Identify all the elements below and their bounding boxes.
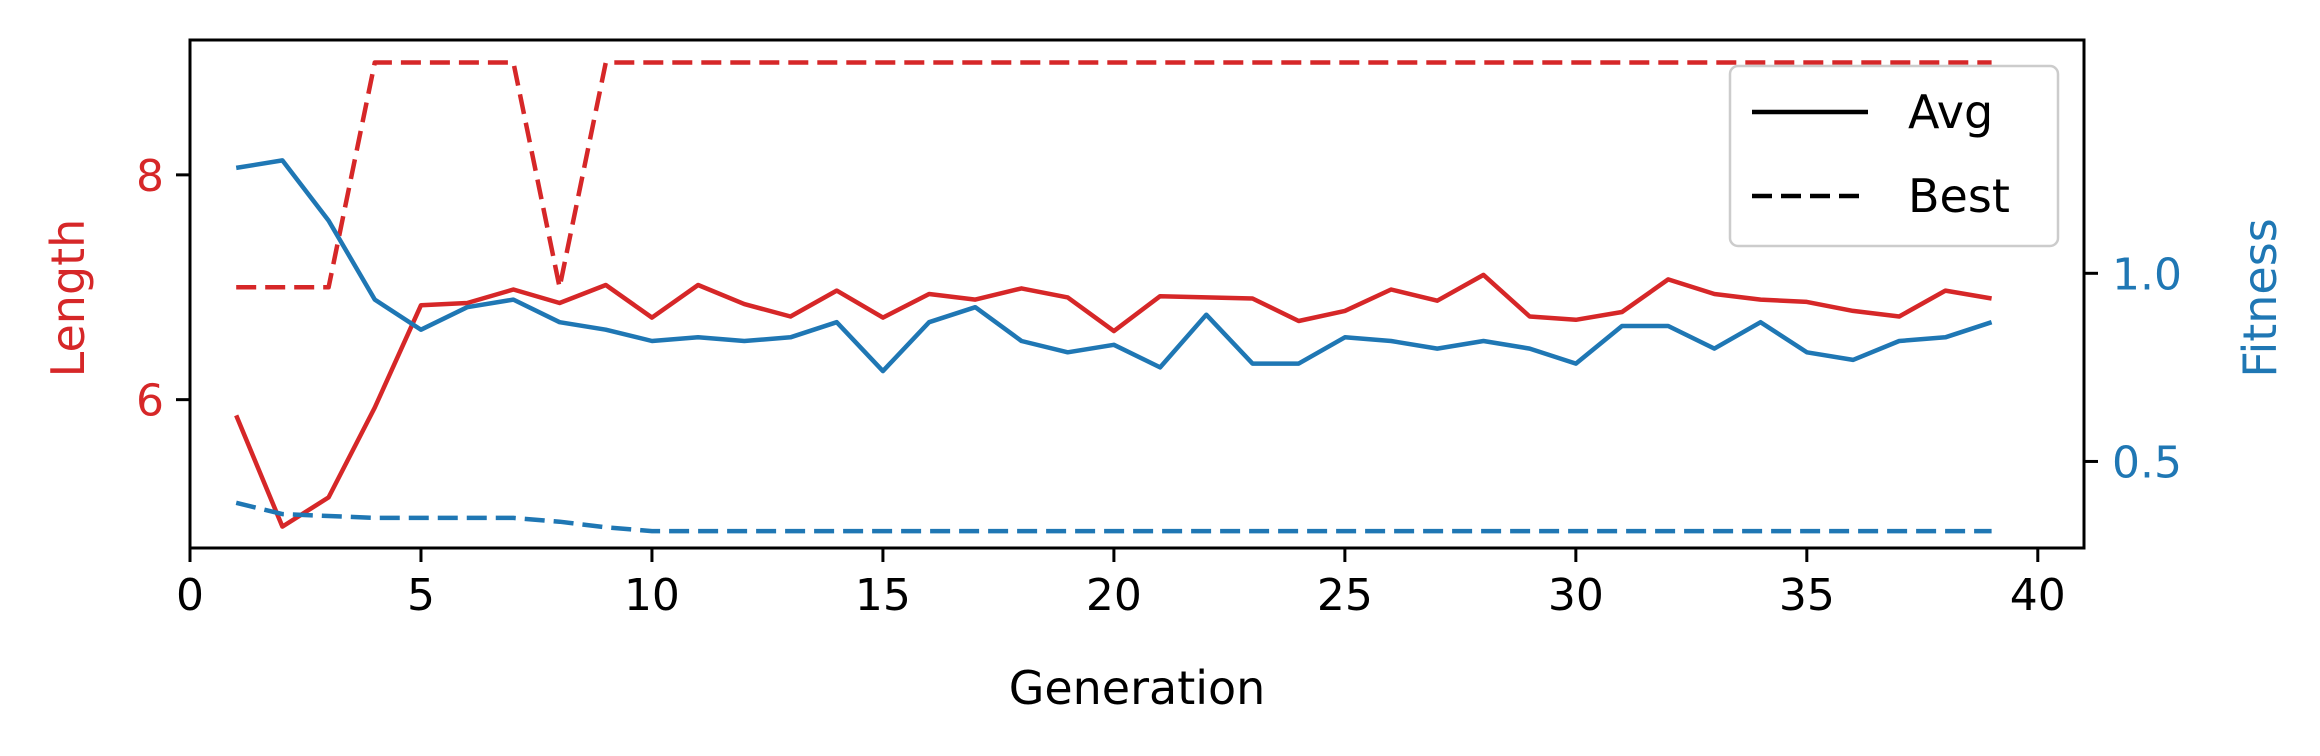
y-right-tick-label: 1.0 — [2112, 249, 2182, 300]
x-tick-label: 20 — [1086, 570, 1142, 621]
x-axis-label: Generation — [1009, 661, 1266, 715]
series-line-fitness-best — [235, 500, 1992, 534]
legend: Avg Best — [1728, 64, 2060, 248]
y-axis-left-label: Length — [41, 219, 95, 378]
x-tick-label: 15 — [855, 570, 911, 621]
y-axis-left: 68 — [136, 151, 190, 427]
series-layer — [234, 60, 1993, 534]
x-tick-label: 25 — [1317, 570, 1373, 621]
x-tick-label: 30 — [1548, 570, 1604, 621]
legend-avg-label: Avg — [1908, 85, 1993, 139]
x-tick-label: 10 — [624, 570, 680, 621]
series-line-length-avg — [234, 272, 1992, 529]
x-axis: 0 5 10 15 20 25 30 35 40 — [176, 548, 2066, 621]
series-line-length-best — [236, 60, 1992, 290]
x-tick-label: 35 — [1779, 570, 1835, 621]
series-line-fitness-avg — [235, 158, 1993, 374]
y-axis-right: 0.5 1.0 — [2084, 249, 2182, 488]
y-left-tick-label: 8 — [136, 151, 164, 202]
x-tick-label: 40 — [2010, 570, 2066, 621]
y-left-tick-label: 6 — [136, 376, 164, 427]
y-axis-right-label: Fitness — [2233, 218, 2287, 377]
y-right-tick-label: 0.5 — [2112, 437, 2182, 488]
legend-best-label: Best — [1908, 169, 2010, 223]
plot-frame — [188, 38, 2086, 550]
x-tick-label: 0 — [176, 570, 204, 621]
x-tick-label: 5 — [407, 570, 435, 621]
